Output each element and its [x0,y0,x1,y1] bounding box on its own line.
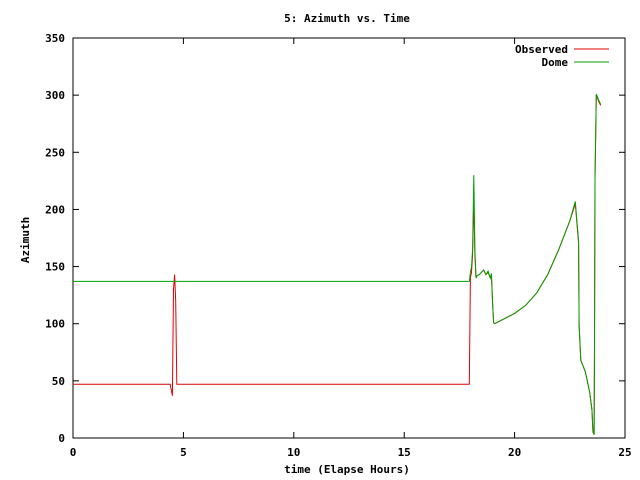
y-tick-label: 50 [52,375,65,388]
y-tick-label: 200 [45,203,65,216]
x-tick-label: 25 [618,446,631,459]
x-tick-label: 20 [508,446,521,459]
y-tick-label: 250 [45,146,65,159]
x-tick-label: 10 [287,446,300,459]
plot-frame [72,37,626,439]
x-tick-label: 5 [180,446,187,459]
x-axis-label: time (Elapse Hours) [284,463,410,476]
y-tick-label: 150 [45,261,65,274]
axis-ticks: 0 50 100 150 200 250 300 350 0 5 10 15 20 25 [45,32,632,459]
legend-label-observed: Observed [515,43,568,56]
series-line-observed [73,94,602,435]
series-layer [73,93,602,435]
series-line-dome [73,93,602,435]
y-tick-label: 350 [45,32,65,45]
y-tick-label: 300 [45,89,65,102]
x-tick-label: 15 [398,446,411,459]
y-tick-label: 100 [45,318,65,331]
chart-title: 5: Azimuth vs. Time [284,12,410,25]
y-tick-label: 0 [58,432,65,445]
y-axis-label: Azimuth [19,217,32,263]
x-tick-label: 0 [70,446,77,459]
legend-label-dome: Dome [542,56,569,69]
